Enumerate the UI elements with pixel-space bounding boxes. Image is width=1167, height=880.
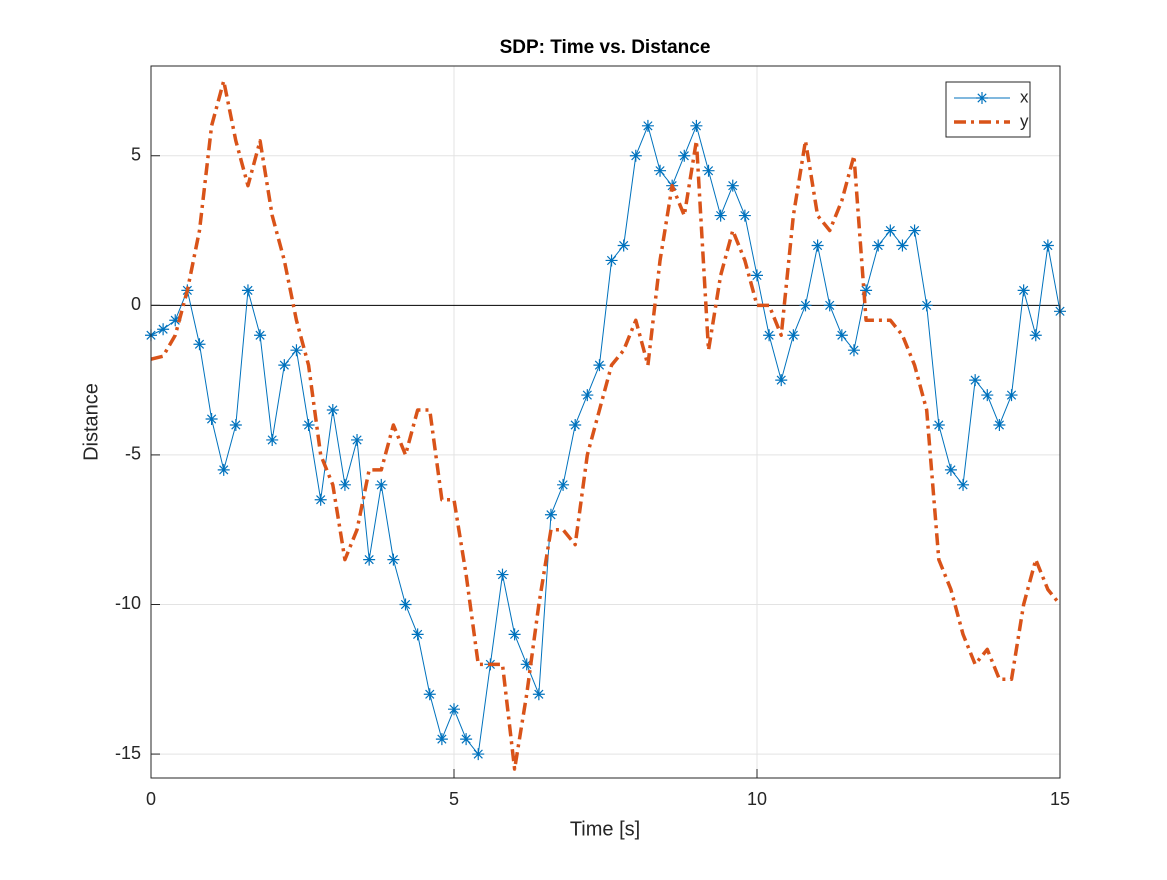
point-marker — [884, 224, 897, 237]
point-marker — [472, 748, 485, 761]
point-marker — [1005, 389, 1018, 402]
y-tick-label: -15 — [115, 743, 141, 763]
point-marker — [399, 598, 412, 611]
y-axis-label: Distance — [80, 383, 102, 461]
point-marker — [217, 463, 230, 476]
point-marker — [266, 433, 279, 446]
x-tick-label: 15 — [1050, 789, 1070, 809]
point-marker — [448, 703, 460, 716]
point-marker — [763, 329, 776, 342]
point-marker — [581, 389, 594, 402]
y-tick-label: -5 — [125, 444, 141, 464]
legend: xy — [945, 81, 1031, 138]
point-marker — [520, 658, 533, 671]
point-marker — [557, 478, 570, 491]
series-line — [150, 79, 1062, 771]
point-marker — [338, 478, 351, 491]
y-tick-label: -10 — [115, 593, 141, 613]
point-marker — [751, 269, 763, 282]
point-marker — [193, 338, 206, 351]
point-marker — [363, 553, 376, 566]
point-marker — [229, 418, 242, 431]
point-marker — [908, 224, 921, 237]
point-marker — [787, 329, 800, 342]
chart-title: SDP: Time vs. Distance — [500, 37, 711, 58]
plot-area — [145, 79, 1066, 771]
x-tick-label: 10 — [747, 789, 767, 809]
y-tick-label: 0 — [131, 294, 141, 314]
point-marker — [811, 239, 824, 252]
point-marker — [254, 329, 267, 342]
point-marker — [944, 463, 957, 476]
x-tick-label: 5 — [449, 789, 459, 809]
point-marker — [860, 284, 873, 297]
point-marker — [544, 508, 557, 521]
point-marker — [969, 374, 982, 387]
y-tick-label: 5 — [131, 144, 141, 164]
series-line — [150, 125, 1061, 755]
point-marker — [605, 254, 618, 267]
point-marker — [460, 733, 473, 746]
point-marker — [641, 119, 654, 132]
legend-label: x — [1020, 87, 1029, 106]
point-marker — [629, 149, 642, 162]
point-marker — [593, 359, 606, 372]
point-marker — [799, 299, 812, 312]
point-marker — [775, 374, 788, 387]
point-marker — [205, 413, 218, 426]
legend-marker — [976, 92, 988, 104]
point-marker — [532, 688, 545, 701]
point-marker — [290, 344, 303, 357]
point-marker — [690, 119, 703, 132]
point-marker — [957, 478, 970, 491]
point-marker — [169, 314, 182, 327]
point-marker — [835, 329, 848, 342]
point-marker — [726, 179, 739, 192]
point-marker — [278, 359, 291, 372]
point-marker — [981, 389, 994, 402]
point-marker — [302, 418, 315, 431]
point-marker — [823, 299, 836, 312]
point-marker — [678, 149, 691, 162]
point-marker — [423, 688, 436, 701]
point-marker — [896, 239, 909, 252]
point-marker — [1041, 239, 1054, 252]
point-marker — [872, 239, 885, 252]
legend-box — [945, 81, 1031, 138]
point-marker — [654, 164, 667, 177]
point-marker — [569, 418, 582, 431]
point-marker — [435, 733, 448, 746]
point-marker — [847, 344, 860, 357]
point-marker — [1017, 284, 1030, 297]
point-marker — [157, 323, 170, 336]
legend-label: y — [1020, 111, 1029, 130]
x-axis-label: Time [s] — [570, 818, 640, 840]
point-marker — [617, 239, 630, 252]
point-marker — [241, 284, 254, 297]
axes-box — [150, 65, 1061, 779]
point-marker — [387, 553, 400, 566]
point-marker — [1029, 329, 1042, 342]
x-tick-label: 0 — [146, 789, 156, 809]
point-marker — [375, 478, 388, 491]
point-marker — [738, 209, 751, 222]
point-marker — [351, 433, 364, 446]
point-marker — [496, 568, 509, 581]
point-marker — [314, 493, 327, 506]
point-marker — [411, 628, 424, 641]
point-marker — [326, 404, 339, 417]
point-marker — [508, 628, 521, 641]
point-marker — [714, 209, 727, 222]
point-marker — [932, 418, 945, 431]
point-marker — [702, 164, 715, 177]
point-marker — [993, 418, 1006, 431]
point-marker — [920, 299, 933, 312]
